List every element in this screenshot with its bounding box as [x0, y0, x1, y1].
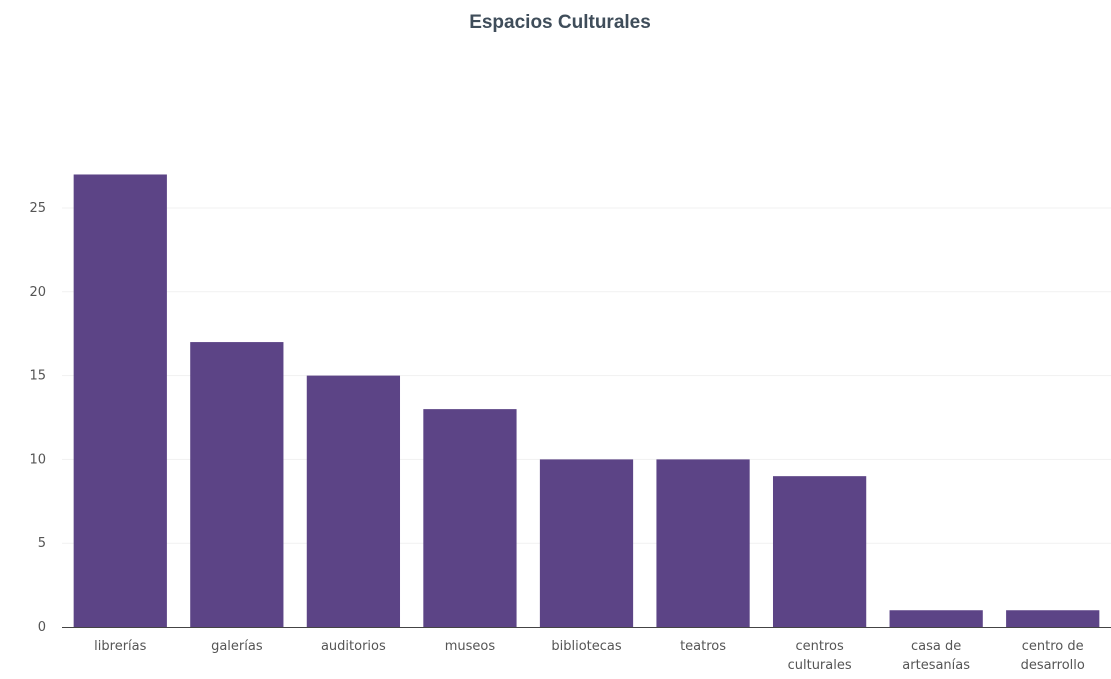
x-tick-label: galerías — [211, 639, 263, 654]
x-tick-label: centros culturales — [788, 639, 852, 673]
x-tick-label: auditorios — [321, 639, 386, 654]
y-tick-label: 15 — [29, 369, 46, 384]
x-axis-labels: librerías galerías auditorios museos bibliot… — [94, 639, 1085, 673]
bar — [306, 375, 401, 627]
bar — [423, 409, 517, 627]
y-tick-label: 5 — [38, 536, 46, 551]
bar — [73, 174, 167, 628]
bar — [656, 459, 750, 627]
x-tick-label: bibliotecas — [551, 639, 622, 654]
bar — [190, 342, 284, 627]
x-tick-label: casa de artesanías — [902, 639, 970, 673]
bar-series — [73, 174, 1100, 628]
chart-title: Espacios Culturales — [469, 12, 651, 33]
y-tick-label: 10 — [29, 452, 46, 467]
bar — [772, 476, 867, 627]
bar — [889, 610, 983, 627]
y-tick-label: 20 — [29, 285, 46, 300]
bar — [539, 459, 634, 627]
x-tick-label: museos — [445, 639, 496, 654]
y-tick-label: 0 — [38, 620, 46, 635]
y-tick-label: 25 — [29, 201, 46, 216]
x-tick-label: teatros — [680, 639, 726, 654]
x-tick-label: centro de desarrollo — [1021, 639, 1085, 673]
y-axis-ticks: 0 5 10 15 20 25 — [29, 201, 46, 635]
x-tick-label: librerías — [94, 639, 146, 654]
bar — [1006, 610, 1100, 627]
